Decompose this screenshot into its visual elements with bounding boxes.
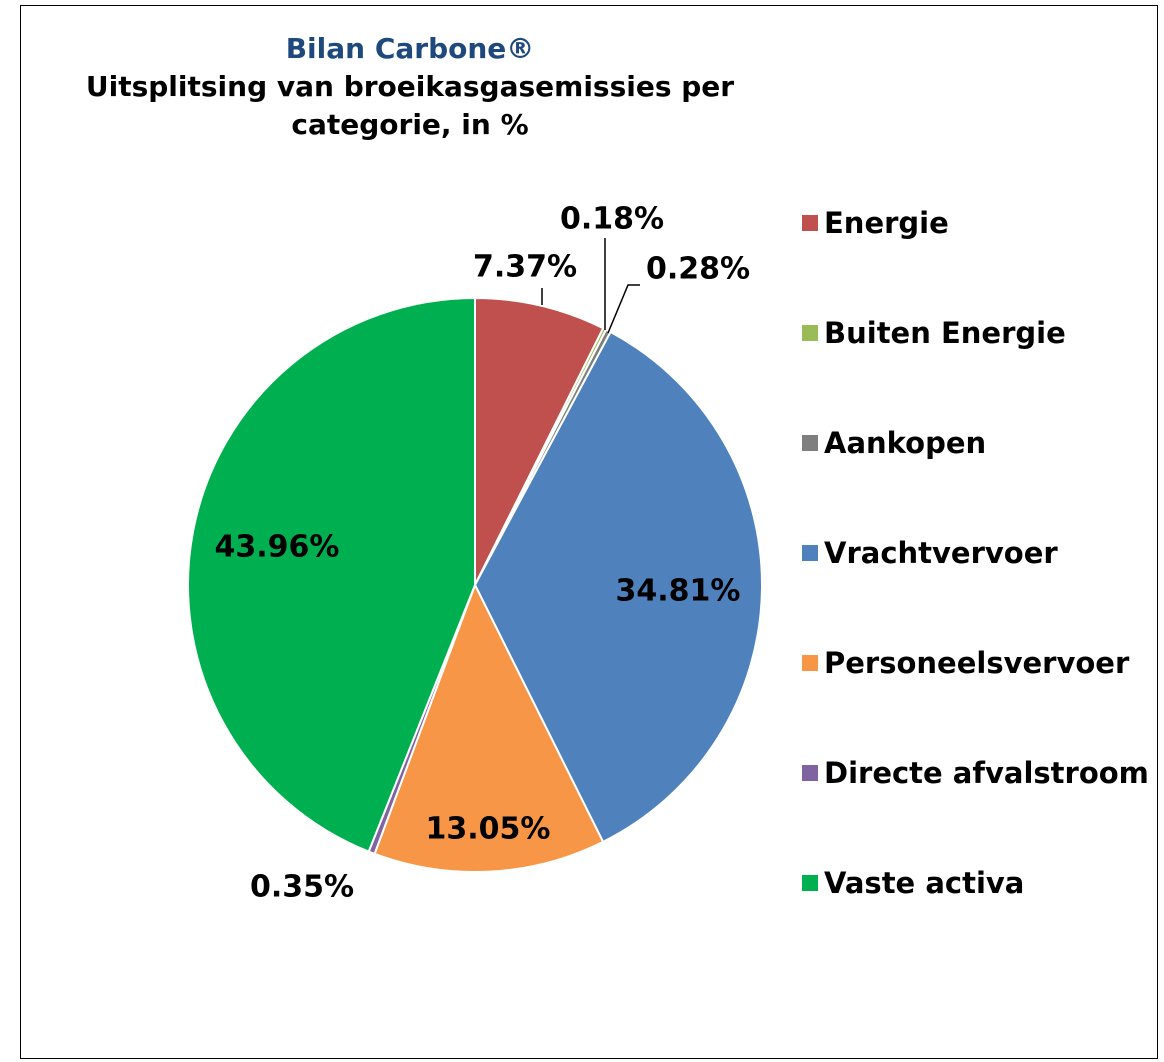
data-label: 7.37%: [473, 250, 577, 285]
pie-slice: [473, 330, 763, 844]
legend-label: Directe afvalstroom: [824, 756, 1149, 790]
legend-label: Buiten Energie: [824, 316, 1066, 350]
title-block: Bilan Carbone® Uitsplitsing van broeikas…: [20, 30, 800, 144]
legend-swatch: [802, 875, 818, 891]
legend-swatch: [802, 325, 818, 341]
legend-swatch: [802, 545, 818, 561]
legend-item: Personeelsvervoer: [802, 645, 1154, 681]
data-label: 13.05%: [426, 812, 551, 847]
legend-label: Vrachtvervoer: [824, 536, 1058, 570]
data-label: 34.81%: [616, 574, 741, 609]
legend-swatch: [802, 215, 818, 231]
chart-title: Bilan Carbone®: [285, 32, 535, 65]
pie-slice: [187, 296, 476, 853]
legend-swatch: [802, 435, 818, 451]
chart-subtitle: Uitsplitsing van broeikasgasemissies per…: [85, 70, 735, 141]
legend-item: Aankopen: [802, 425, 1154, 461]
legend-item: Vaste activa: [802, 865, 1154, 901]
legend-label: Aankopen: [824, 426, 987, 460]
legend-label: Energie: [824, 206, 949, 240]
legend-label: Vaste activa: [824, 866, 1025, 900]
data-label: 0.18%: [560, 202, 664, 237]
legend-item: Buiten Energie: [802, 315, 1154, 351]
pie-slice: [474, 296, 605, 586]
legend-swatch: [802, 765, 818, 781]
data-label: 43.96%: [215, 530, 340, 565]
legend-item: Vrachtvervoer: [802, 535, 1154, 571]
data-label: 0.35%: [250, 870, 354, 905]
pie-slice: [373, 582, 605, 873]
legend-item: Directe afvalstroom: [802, 755, 1154, 791]
chart-frame: [20, 5, 1158, 1059]
legend-swatch: [802, 655, 818, 671]
data-label: 0.28%: [646, 252, 750, 287]
legend-item: Energie: [802, 205, 1154, 241]
legend-label: Personeelsvervoer: [824, 646, 1130, 680]
leader-line: [607, 284, 640, 334]
